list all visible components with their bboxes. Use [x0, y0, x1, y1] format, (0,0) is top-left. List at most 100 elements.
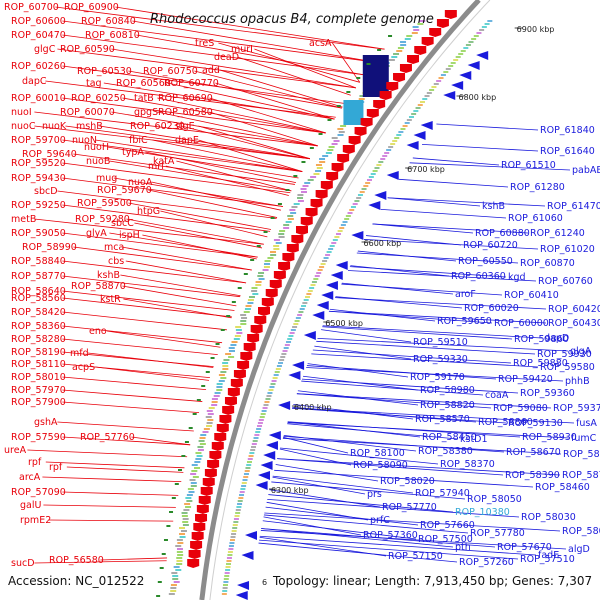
gene-label-left: acpS: [72, 362, 95, 373]
reverse-gene: [245, 531, 258, 540]
gene-label-right: ROP_59580: [540, 362, 595, 373]
feature-band: [182, 518, 189, 520]
feature-band: [218, 374, 225, 376]
gene-label-left: glgC: [34, 44, 56, 55]
feature-band: [257, 422, 263, 424]
left-leader: [73, 246, 252, 271]
feature-band: [307, 290, 313, 292]
feature-band: [222, 362, 229, 364]
right-leader: [264, 512, 561, 532]
left-leader: [66, 466, 184, 473]
right-leader: [409, 162, 571, 171]
left-leader: [109, 232, 258, 258]
left-leader: [126, 218, 264, 245]
rrna-mark: [210, 357, 215, 359]
feature-band: [404, 38, 411, 40]
left-leader: [148, 189, 278, 218]
left-leader: [62, 177, 283, 207]
feature-band: [261, 410, 267, 412]
feature-band: [331, 242, 337, 244]
left-leader: [134, 222, 263, 249]
reverse-gene: [292, 361, 305, 370]
reverse-gene: [420, 121, 433, 130]
reverse-gene: [330, 271, 343, 280]
feature-band: [247, 458, 253, 460]
right-leader: [311, 353, 539, 368]
right-leader: [335, 297, 547, 310]
feature-band: [376, 164, 382, 166]
feature-band: [172, 575, 179, 577]
reverse-gene: [459, 71, 472, 80]
feature-band: [328, 146, 335, 148]
feature-band: [184, 503, 191, 505]
right-leader: [259, 539, 519, 560]
feature-band: [465, 44, 471, 46]
gene-label-right: ROP_60880: [475, 228, 530, 239]
feature-band: [199, 437, 206, 439]
feature-band: [271, 380, 277, 382]
reverse-gene: [386, 171, 399, 180]
gene-label-right: ROP_58390: [505, 470, 560, 481]
gene-label-right: ROP_57670: [497, 542, 552, 553]
right-leader: [421, 143, 539, 152]
rrna-mark: [263, 231, 268, 233]
gene-label-left: rpf: [49, 462, 63, 473]
gene-label-right: phhB: [565, 376, 590, 387]
right-leader: [296, 393, 552, 409]
gene-label-right: fumC: [571, 433, 597, 444]
gene-label-right: ROP_60000: [494, 318, 549, 329]
feature-band: [293, 323, 299, 325]
gene-label-right: ROP_60550: [458, 256, 513, 267]
reverse-gene: [374, 191, 387, 200]
feature-band: [211, 401, 218, 403]
feature-band: [279, 359, 285, 361]
gene-label-right: fusA: [576, 418, 597, 429]
feature-band: [185, 506, 192, 508]
right-leader: [387, 197, 546, 207]
right-leader: [292, 407, 575, 424]
feature-band: [256, 428, 262, 430]
gene-label-right: ROP_60420: [548, 304, 600, 315]
forward-gene: [386, 82, 399, 91]
feature-band: [222, 584, 228, 586]
rrna-mark: [327, 119, 332, 121]
gene-label-left: treS: [195, 38, 214, 49]
gene-label-left: ROP_59700: [11, 135, 66, 146]
reverse-gene: [368, 201, 381, 210]
rrna-mark: [171, 497, 176, 499]
feature-band: [390, 143, 396, 145]
feature-band: [198, 440, 205, 442]
gene-label-right: ROP_59360: [520, 388, 575, 399]
gene-label-left: ROP_60580: [158, 107, 213, 118]
right-leader: [341, 282, 454, 295]
feature-band: [302, 185, 309, 187]
feature-band: [328, 248, 334, 250]
feature-band: [319, 266, 325, 268]
left-leader: [122, 97, 326, 134]
gene-label-left: ROP_57900: [11, 397, 66, 408]
forward-gene: [202, 478, 215, 487]
right-leader: [356, 252, 519, 264]
left-leader: [62, 389, 203, 402]
forward-gene: [219, 415, 232, 424]
right-leader: [329, 308, 436, 322]
feature-band: [229, 542, 235, 544]
feature-band: [279, 230, 286, 232]
accession-text: Accession: NC_012522: [8, 574, 144, 588]
left-leader: [128, 202, 272, 230]
feature-band: [176, 551, 183, 553]
right-leader: [282, 437, 562, 455]
feature-band: [413, 110, 419, 112]
gene-label-left: ROP_57590: [11, 432, 66, 443]
reverse-gene: [258, 471, 271, 480]
feature-band: [408, 116, 414, 118]
right-leader: [328, 310, 493, 324]
feature-band: [182, 524, 189, 526]
left-leader: [145, 151, 297, 183]
feature-band: [200, 434, 207, 436]
feature-band: [357, 194, 363, 196]
feature-band: [228, 548, 234, 550]
feature-band: [350, 206, 356, 208]
map-title: Rhodococcus opacus B4, complete genome: [150, 12, 434, 27]
gene-label-right: ROP_57940: [415, 488, 470, 499]
